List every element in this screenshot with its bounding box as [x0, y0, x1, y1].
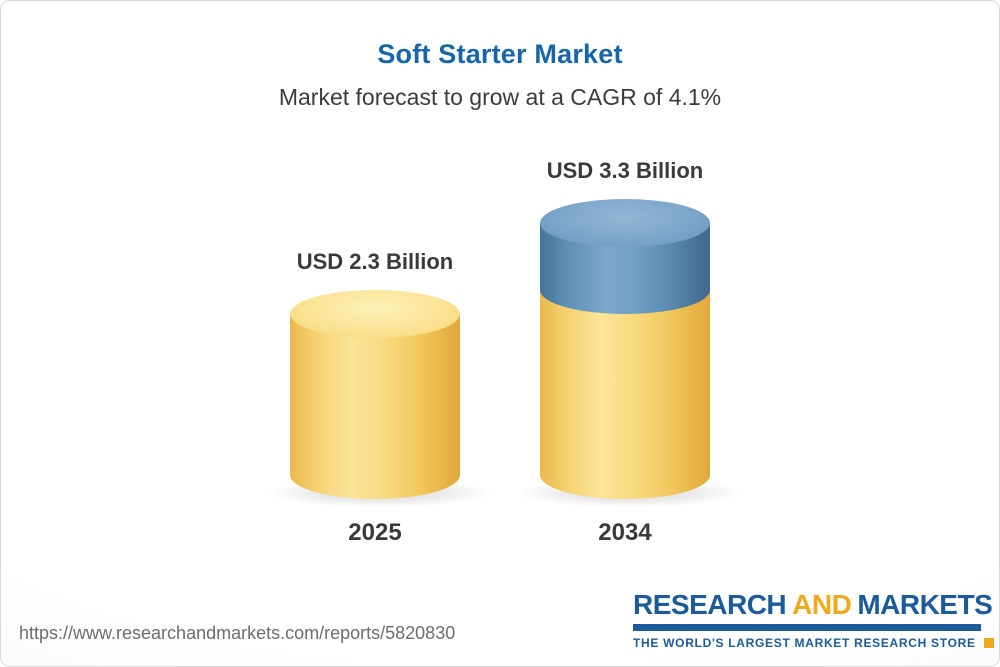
footer: https://www.researchandmarkets.com/repor…	[1, 589, 999, 666]
growth-segment-top-cap	[540, 199, 710, 247]
report-url-link[interactable]: https://www.researchandmarkets.com/repor…	[19, 623, 456, 643]
chart-title: Soft Starter Market	[377, 39, 623, 69]
bar-group-2025: USD 2.3 Billion 2025	[262, 249, 498, 547]
logo-word-markets: MARKETS	[857, 589, 993, 620]
bar-2025-cylinder	[290, 290, 460, 499]
value-label-2025: USD 2.3 Billion	[296, 249, 454, 274]
x-axis-label-2034: 2034	[598, 519, 652, 546]
bar-2025-top-cap	[290, 290, 460, 338]
bar-2025-body	[290, 314, 460, 499]
bar-2034-cylinder	[540, 199, 710, 499]
research-and-markets-logo: RESEARCH AND MARKETS THE WORLD'S LARGEST…	[633, 589, 994, 650]
logo-wordmark: RESEARCH AND MARKETS	[633, 589, 993, 621]
logo-tagline: THE WORLD'S LARGEST MARKET RESEARCH STOR…	[633, 636, 976, 650]
bar-group-2034: USD 3.3 Billion 2034	[512, 158, 748, 547]
bar-2025	[262, 290, 498, 508]
chart-header: Soft Starter Market Market forecast to g…	[1, 1, 999, 111]
logo-underline-bar	[633, 624, 981, 631]
chart-subtitle: Market forecast to grow at a CAGR of 4.1…	[278, 84, 722, 110]
value-label-2034: USD 3.3 Billion	[546, 158, 704, 183]
logo-word-and: AND	[792, 589, 852, 620]
logo-tagline-row: THE WORLD'S LARGEST MARKET RESEARCH STOR…	[633, 636, 994, 650]
x-axis-label-2025: 2025	[348, 519, 402, 546]
bar-2034	[512, 199, 748, 508]
logo-gold-square-icon	[983, 638, 994, 648]
logo-word-research: RESEARCH	[633, 589, 787, 620]
cylinder-bar-chart: USD 2.3 Billion 2025 USD 3.3 Billion	[1, 141, 999, 589]
growth-segment	[540, 199, 710, 314]
